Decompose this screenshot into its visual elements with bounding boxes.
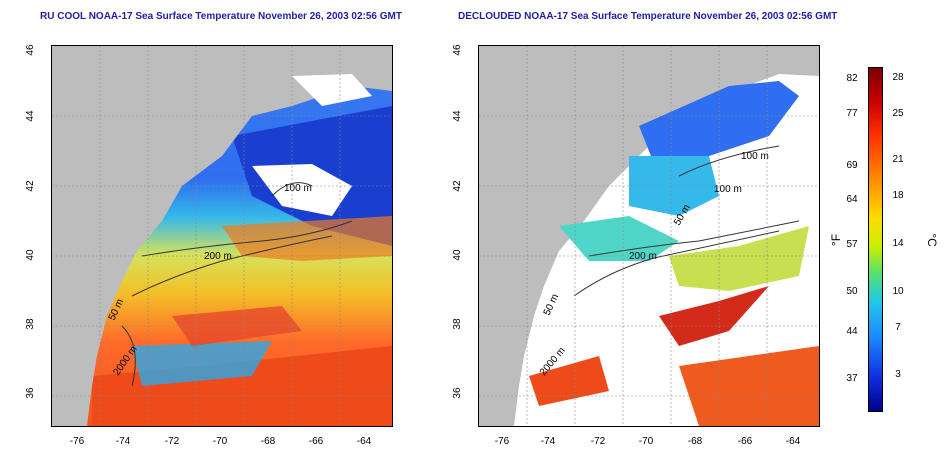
fahrenheit-tick: 64	[846, 194, 858, 205]
celsius-tick: 3	[895, 369, 901, 380]
right-contour-label: 100 m	[714, 184, 742, 195]
right-map-title: DECLOUDED NOAA-17 Sea Surface Temperatur…	[458, 11, 838, 22]
right-lat-label: 38	[452, 318, 463, 330]
right-patch	[559, 216, 679, 261]
left-lon-label: -76	[70, 436, 85, 447]
celsius-tick: 25	[892, 108, 904, 119]
left-map-title: RU COOL NOAA-17 Sea Surface Temperature …	[40, 11, 402, 22]
fahrenheit-tick: 57	[846, 239, 858, 250]
right-shelf-water	[629, 156, 719, 216]
fahrenheit-tick: 50	[846, 286, 858, 297]
left-warm-filament	[222, 216, 392, 261]
left-lon-label: -68	[261, 436, 276, 447]
celsius-tick: 18	[892, 190, 904, 201]
left-land	[52, 46, 392, 426]
right-lon-label: -74	[541, 436, 556, 447]
left-lat-label: 40	[25, 249, 36, 261]
right-sst-map: 100 m 100 m 50 m 200 m 50 m 2000 m	[478, 45, 820, 427]
right-contour-200m	[588, 220, 800, 257]
right-warm-patch	[669, 226, 809, 291]
left-lon-label: -64	[357, 436, 372, 447]
right-lon-label: -70	[639, 436, 654, 447]
left-lon-label: -72	[165, 436, 180, 447]
right-lat-label: 36	[452, 387, 463, 399]
fahrenheit-tick: 37	[846, 373, 858, 384]
left-sst-map: 100 m 200 m 2000 m 50 m	[51, 45, 393, 427]
left-map-graphic: 100 m 200 m 2000 m 50 m	[52, 46, 392, 426]
right-lon-label: -64	[786, 436, 801, 447]
right-grid	[479, 46, 819, 426]
left-lat-label: 46	[25, 44, 36, 56]
left-lat-label: 42	[25, 180, 36, 192]
celsius-tick: 7	[895, 322, 901, 333]
left-lon-label: -66	[309, 436, 324, 447]
celsius-tick: 14	[892, 238, 904, 249]
right-contour-2000m	[573, 230, 780, 297]
right-lat-label: 44	[452, 110, 463, 122]
left-lat-label: 44	[25, 110, 36, 122]
temperature-colorbar	[868, 67, 883, 412]
left-eddy	[132, 341, 272, 386]
right-lat-label: 46	[452, 44, 463, 56]
left-contour-2000m	[131, 235, 333, 297]
left-lon-label: -74	[116, 436, 131, 447]
right-warm-ring	[659, 286, 769, 346]
fahrenheit-unit-label: °F	[829, 234, 843, 246]
left-contour-label: 100 m	[284, 183, 312, 194]
right-lon-label: -76	[495, 436, 510, 447]
fahrenheit-tick: 82	[846, 73, 858, 84]
fahrenheit-tick: 77	[846, 108, 858, 119]
right-lat-label: 40	[452, 249, 463, 261]
right-lon-label: -66	[738, 436, 753, 447]
right-contour-100m	[678, 145, 780, 177]
celsius-unit-label: °C	[925, 233, 939, 247]
right-lat-label: 42	[452, 180, 463, 192]
right-contour-label: 200 m	[629, 251, 657, 262]
left-contour-label: 200 m	[204, 251, 232, 262]
right-map-graphic: 100 m 100 m 50 m 200 m 50 m 2000 m	[479, 46, 819, 426]
celsius-tick: 21	[892, 154, 904, 165]
left-cloud-north	[292, 74, 372, 106]
left-lat-label: 38	[25, 318, 36, 330]
right-lon-label: -72	[591, 436, 606, 447]
right-contour-label: 100 m	[741, 151, 769, 162]
left-lat-label: 36	[25, 387, 36, 399]
fahrenheit-tick: 44	[846, 326, 858, 337]
right-gulf-stream	[679, 346, 819, 426]
left-cloud	[252, 164, 352, 216]
left-contour-50m	[121, 325, 136, 387]
right-gulf-patch	[529, 356, 609, 406]
fahrenheit-tick: 69	[846, 160, 858, 171]
left-grid	[52, 46, 392, 426]
celsius-tick: 28	[892, 72, 904, 83]
celsius-tick: 10	[892, 286, 904, 297]
left-gulf-stream	[92, 346, 392, 426]
left-lon-label: -70	[213, 436, 228, 447]
right-lon-label: -68	[688, 436, 703, 447]
right-land	[479, 46, 819, 426]
right-cold-water	[639, 81, 799, 176]
left-contour-200m	[141, 220, 353, 257]
